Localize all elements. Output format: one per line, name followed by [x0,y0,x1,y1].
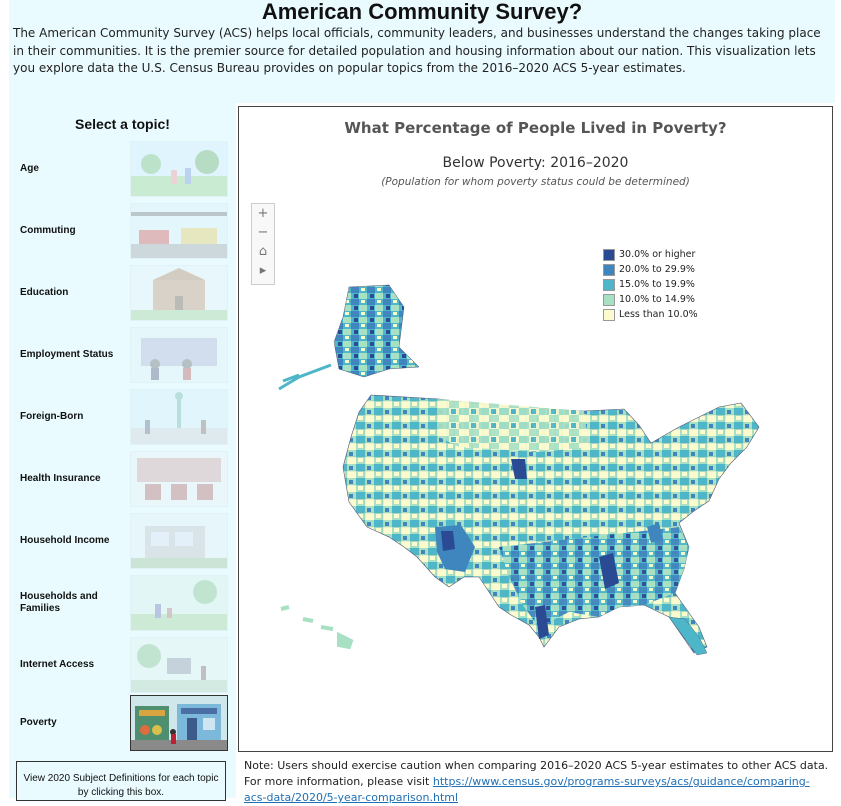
southern-region [499,527,689,627]
topic-age[interactable]: Age [9,141,236,197]
legend-swatch [603,293,615,306]
legend-label: 20.0% to 29.9% [619,264,695,275]
header-banner: American Community Survey? The American … [9,0,835,103]
texas-border-dark-counties [535,605,549,639]
zoom-out-button[interactable]: − [257,225,269,240]
topic-label: Education [20,287,69,298]
legend-swatch [603,278,615,291]
home-icon[interactable]: ⌂ [258,244,268,259]
legend-label: 15.0% to 19.9% [619,279,695,290]
topic-label: Foreign-Born [20,411,84,422]
delta-dark-counties [599,553,619,589]
health-insurance-thumbnail-image [130,451,228,507]
topic-label: Employment Status [20,349,114,360]
legend-label: 30.0% or higher [619,249,696,260]
south-dakota-dark-counties [511,459,527,479]
households-families-thumbnail-image [130,575,228,631]
page-title: American Community Survey? [261,0,583,24]
legend-item: 30.0% or higher [603,247,698,262]
alaska-islands [278,363,332,391]
intro-text: The American Community Survey (ACS) help… [13,26,821,75]
zoom-in-button[interactable]: + [257,206,269,221]
topic-sidebar: Select a topic! Age Commuting Education … [9,103,236,801]
legend-item: 20.0% to 29.9% [603,262,698,277]
household-income-thumbnail-image [130,513,228,569]
map-zoom-controls: + − ⌂ ▸ [251,203,275,285]
pan-play-icon[interactable]: ▸ [259,263,267,278]
us-county-choropleth-map[interactable] [239,107,832,751]
topic-label: Household Income [20,535,110,546]
topic-label: Commuting [20,225,76,236]
topic-health-insurance[interactable]: Health Insurance [9,451,236,507]
subject-definitions-button[interactable]: View 2020 Subject Definitions for each t… [16,761,226,801]
legend-swatch [603,308,615,321]
topic-label: Health Insurance [20,473,101,484]
topic-internet-access[interactable]: Internet Access [9,637,236,693]
topic-label: Households and Families [20,591,98,614]
map-legend: 30.0% or higher 20.0% to 29.9% 15.0% to … [603,247,698,322]
hawaii-islands [280,605,354,650]
topic-foreign-born[interactable]: Foreign-Born [9,389,236,445]
commuting-thumbnail-image [130,203,228,259]
topic-households-and-families[interactable]: Households and Families [9,575,236,631]
map-subtitle: Below Poverty: 2016–2020 [442,155,629,171]
internet-access-thumbnail-image [130,637,228,693]
legend-label: 10.0% to 14.9% [619,294,695,305]
foreign-born-thumbnail-image [130,389,228,445]
legend-label: Less than 10.0% [619,309,698,320]
legend-swatch [603,248,615,261]
topic-label: Poverty [20,717,57,728]
poverty-map-panel: What Percentage of People Lived in Pover… [238,106,833,752]
map-title: What Percentage of People Lived in Pover… [344,119,727,137]
legend-item: Less than 10.0% [603,307,698,322]
topic-household-income[interactable]: Household Income [9,513,236,569]
appalachia-dark-counties [647,523,663,543]
topic-label: Age [20,163,39,174]
northern-plains-region [439,399,589,452]
footnote: Note: Users should exercise caution when… [244,758,829,806]
footnote-text: Note: Users should exercise caution when… [244,759,829,788]
age-thumbnail-image [130,141,228,197]
topic-commuting[interactable]: Commuting [9,203,236,259]
legend-item: 15.0% to 19.9% [603,277,698,292]
topic-label: Internet Access [20,659,95,670]
employment-thumbnail-image [130,327,228,383]
topic-employment-status[interactable]: Employment Status [9,327,236,383]
legend-item: 10.0% to 14.9% [603,292,698,307]
topic-education[interactable]: Education [9,265,236,321]
topic-poverty[interactable]: Poverty [9,695,236,751]
florida-region [668,616,708,656]
navajo-dark-counties [441,531,455,551]
poverty-thumbnail-image [130,695,228,751]
map-note: (Population for whom poverty status coul… [381,176,690,188]
sidebar-heading: Select a topic! [75,116,170,132]
legend-swatch [603,263,615,276]
education-thumbnail-image [130,265,228,321]
alaska-region [333,284,420,378]
